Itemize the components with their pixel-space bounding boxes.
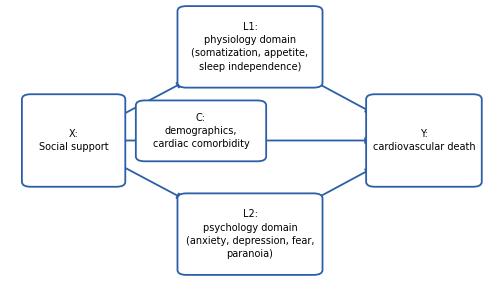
FancyBboxPatch shape — [178, 6, 322, 88]
Text: L1:
physiology domain
(somatization, appetite,
sleep independence): L1: physiology domain (somatization, app… — [192, 22, 308, 72]
Text: C:
demographics,
cardiac comorbidity: C: demographics, cardiac comorbidity — [152, 113, 250, 149]
Text: X:
Social support: X: Social support — [39, 129, 108, 152]
Text: Y:
cardiovascular death: Y: cardiovascular death — [372, 129, 476, 152]
FancyBboxPatch shape — [22, 94, 126, 187]
FancyBboxPatch shape — [178, 193, 322, 275]
FancyBboxPatch shape — [136, 100, 266, 161]
FancyBboxPatch shape — [366, 94, 482, 187]
Text: L2:
psychology domain
(anxiety, depression, fear,
paranoia): L2: psychology domain (anxiety, depressi… — [186, 209, 314, 259]
